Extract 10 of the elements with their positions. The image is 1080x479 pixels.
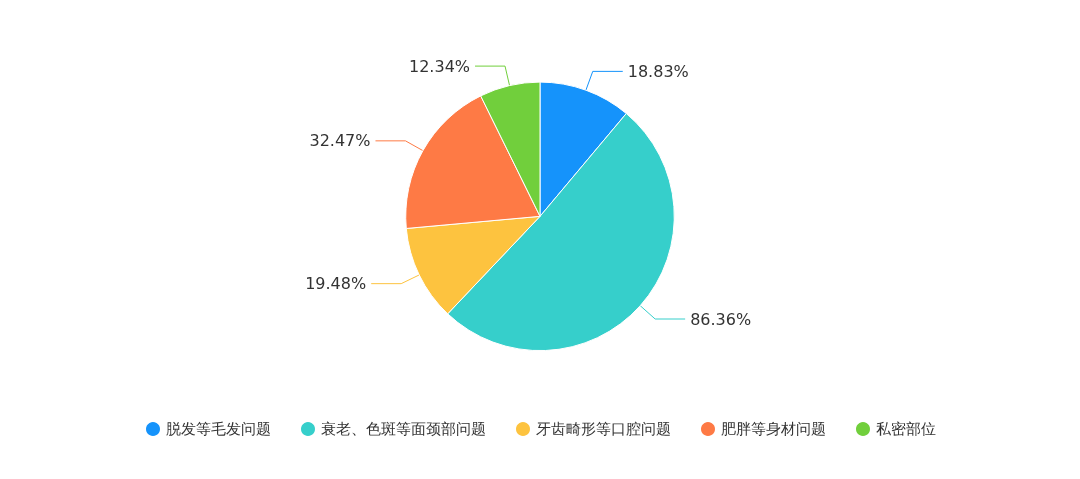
legend-label: 脱发等毛发问题 [166,420,271,438]
legend-label: 私密部位 [876,420,936,438]
data-label: 86.36% [690,309,752,329]
data-label: 12.34% [409,56,471,76]
data-label: 19.48% [305,274,367,294]
data-label: 18.83% [627,61,689,81]
legend-label: 牙齿畸形等口腔问题 [536,420,671,438]
data-label: 32.47% [309,131,371,151]
legend-label: 肥胖等身材问题 [721,420,826,438]
legend-label: 衰老、色斑等面颈部问题 [321,420,486,438]
